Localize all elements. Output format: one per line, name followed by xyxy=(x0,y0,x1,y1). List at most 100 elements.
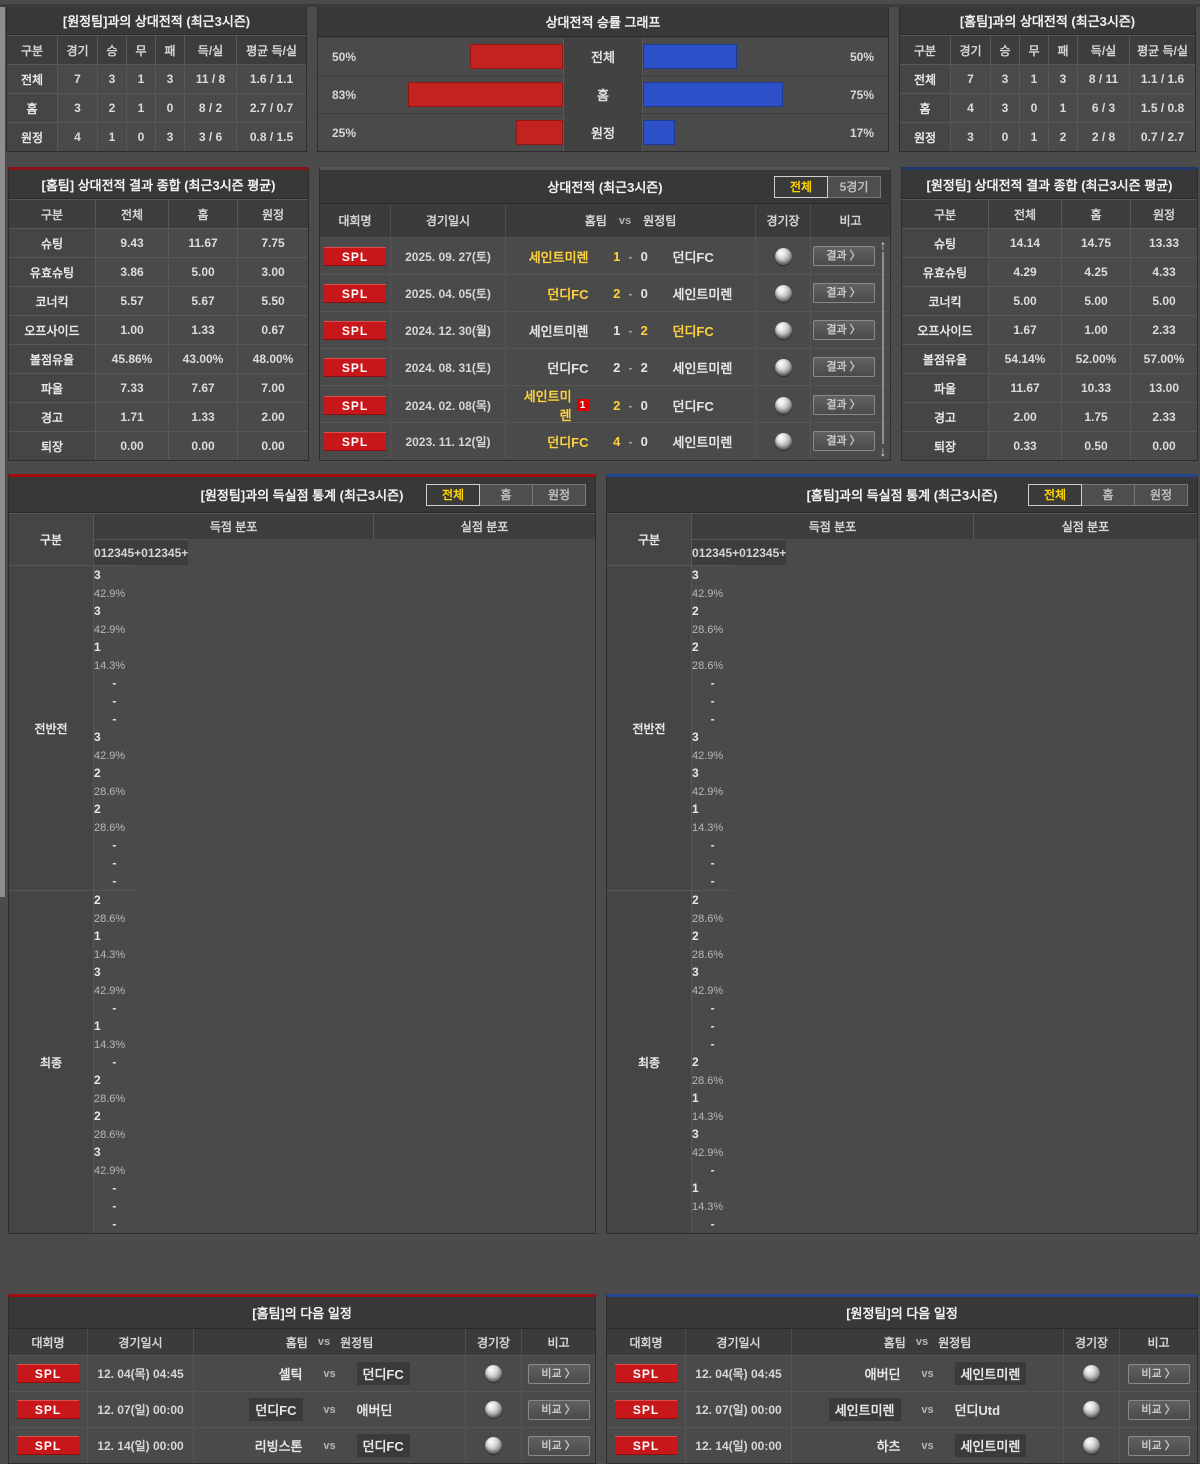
vs-label: vs xyxy=(317,1336,331,1348)
stadium-icon[interactable] xyxy=(774,247,792,265)
stat-value: 8 / 11 xyxy=(1077,64,1129,93)
distribution-cell: 2 28.6% xyxy=(94,891,135,927)
vs-label: vs xyxy=(323,1403,336,1416)
stadium-icon[interactable] xyxy=(774,321,792,339)
graph-body: 50% 전체 50% 83% 홈 xyxy=(318,37,888,151)
stadium-icon[interactable] xyxy=(485,1437,502,1454)
stats-filter-tabs: 전체 홈 원정 xyxy=(1028,483,1188,506)
count-value: 2 xyxy=(692,640,699,654)
stadium-icon[interactable] xyxy=(774,358,792,376)
table-row: 코너킥 5.57 5.67 5.50 xyxy=(9,286,308,315)
stats-body: 전반전 3 42.9% 2 28.6% 2 28.6% xyxy=(607,565,1197,1233)
match-cell: 던디FC 2 - 0 세인트미렌 xyxy=(505,275,755,311)
stat-value: 0.8 / 1.5 xyxy=(236,122,306,151)
stat-value: 5.67 xyxy=(168,286,237,315)
fixture-row: SPL 12. 07(일) 00:00 세인트미렌 vs 던디Utd 비교 〉 xyxy=(607,1391,1197,1427)
scrollbar[interactable]: ↑ ↓ xyxy=(876,237,890,459)
home-score: 2 xyxy=(613,359,621,375)
row-label: 전체 xyxy=(7,64,57,93)
compare-button[interactable]: 비교 〉 xyxy=(527,1399,590,1420)
stadium-cell xyxy=(1063,1392,1119,1427)
compare-button[interactable]: 비교 〉 xyxy=(527,1435,590,1456)
stadium-icon[interactable] xyxy=(774,432,792,450)
row-label: 슈팅 xyxy=(902,228,988,257)
result-button[interactable]: 결과 〉 xyxy=(812,320,875,340)
tab-all[interactable]: 전체 xyxy=(426,483,480,506)
table-row: 볼점유율 54.14% 52.00% 57.00% xyxy=(902,344,1197,373)
stadium-icon[interactable] xyxy=(1083,1401,1100,1418)
tab-away[interactable]: 원정 xyxy=(532,483,586,506)
tab-all[interactable]: 전체 xyxy=(774,175,828,198)
percent-value: 42.9% xyxy=(94,1165,126,1177)
col-header: 전체 xyxy=(95,199,168,228)
stat-value: 1.67 xyxy=(988,315,1061,344)
panel-title: 상대전적 (최근3시즌) xyxy=(547,180,663,195)
vs-label: vs xyxy=(921,1439,934,1452)
h2h-table-body: SPL 2025. 09. 27(토) 세인트미렌 1 - 0 xyxy=(320,237,890,459)
tab-all[interactable]: 전체 xyxy=(1028,483,1082,506)
stat-value: 0.00 xyxy=(95,431,168,460)
distribution-cell: 3 42.9% xyxy=(94,566,135,602)
col-header: 구분 xyxy=(902,199,988,228)
away-team: 세인트미렌 xyxy=(663,432,750,451)
scroll-up-icon[interactable]: ↑ xyxy=(879,237,887,253)
home-team: 던디FC xyxy=(512,432,599,451)
away-team: 세인트미렌 xyxy=(663,284,750,303)
stadium-cell xyxy=(1063,1428,1119,1463)
result-button[interactable]: 결과 〉 xyxy=(812,283,875,303)
away-team-name: 세인트미렌 xyxy=(672,286,733,302)
winrate-bar-red xyxy=(516,120,563,145)
stadium-icon[interactable] xyxy=(774,284,792,302)
stadium-icon[interactable] xyxy=(774,396,792,414)
tab-home[interactable]: 홈 xyxy=(479,483,533,506)
note-cell: 비교 〉 xyxy=(1119,1392,1197,1427)
distribution-cell: - xyxy=(112,710,116,728)
match-date: 2024. 12. 30(월) xyxy=(390,312,505,348)
scroll-down-icon[interactable]: ↓ xyxy=(879,443,887,459)
result-button[interactable]: 결과 〉 xyxy=(812,395,875,415)
table-row: 유효슈팅 4.29 4.25 4.33 xyxy=(902,257,1197,286)
result-button[interactable]: 결과 〉 xyxy=(812,431,875,451)
league-badge: SPL xyxy=(615,1364,677,1383)
home-team-name: 던디FC xyxy=(547,360,589,376)
result-button[interactable]: 결과 〉 xyxy=(812,357,875,377)
stats-row: 최종 2 28.6% 2 28.6% 3 42.9% xyxy=(607,890,1197,1233)
stats-cells: 3 42.9% 2 28.6% 2 28.6% - xyxy=(691,565,734,890)
result-button[interactable]: 결과 〉 xyxy=(812,246,875,266)
score: 2 - 0 xyxy=(599,398,663,413)
distribution-cell: 1 14.3% xyxy=(94,927,135,963)
stat-value: 48.00% xyxy=(237,344,308,373)
compare-button[interactable]: 비교 〉 xyxy=(1127,1363,1190,1384)
stadium-icon[interactable] xyxy=(485,1401,502,1418)
percent-value: 28.6% xyxy=(94,822,126,834)
home-team: 던디FC xyxy=(200,1398,315,1421)
stat-value: 13.00 xyxy=(1130,373,1197,402)
compare-button[interactable]: 비교 〉 xyxy=(1127,1399,1190,1420)
stat-value: 3 xyxy=(990,64,1019,93)
tab-home[interactable]: 홈 xyxy=(1081,483,1135,506)
table-row: 오프사이드 1.00 1.33 0.67 xyxy=(9,315,308,344)
fixture-date: 12. 07(일) 00:00 xyxy=(685,1392,791,1427)
stadium-cell xyxy=(755,423,810,459)
stadium-icon[interactable] xyxy=(485,1365,502,1382)
tab-away[interactable]: 원정 xyxy=(1134,483,1188,506)
league-badge: SPL xyxy=(324,431,386,451)
count-value: 2 xyxy=(94,1073,101,1087)
percent-value: 14.3% xyxy=(692,1111,724,1123)
home-team-name: 세인트미렌 xyxy=(528,249,589,265)
stadium-icon[interactable] xyxy=(1083,1365,1100,1382)
score-dash: - xyxy=(628,433,633,449)
table-row: 퇴장 0.00 0.00 0.00 xyxy=(9,431,308,460)
distribution-cell: 2 28.6% xyxy=(692,891,733,927)
compare-button[interactable]: 비교 〉 xyxy=(527,1363,590,1384)
distribution-cell: - xyxy=(112,1053,116,1071)
tab-5games[interactable]: 5경기 xyxy=(827,175,881,198)
home-team: 리빙스톤 xyxy=(200,1436,315,1455)
red-card-badge: 1 xyxy=(576,399,589,411)
scrollbar-track[interactable] xyxy=(882,252,884,444)
stat-value: 11.67 xyxy=(988,373,1061,402)
fixture-date: 12. 04(목) 04:45 xyxy=(87,1356,193,1391)
home-team: 애버딘 xyxy=(798,1364,913,1383)
stadium-icon[interactable] xyxy=(1083,1437,1100,1454)
compare-button[interactable]: 비교 〉 xyxy=(1127,1435,1190,1456)
